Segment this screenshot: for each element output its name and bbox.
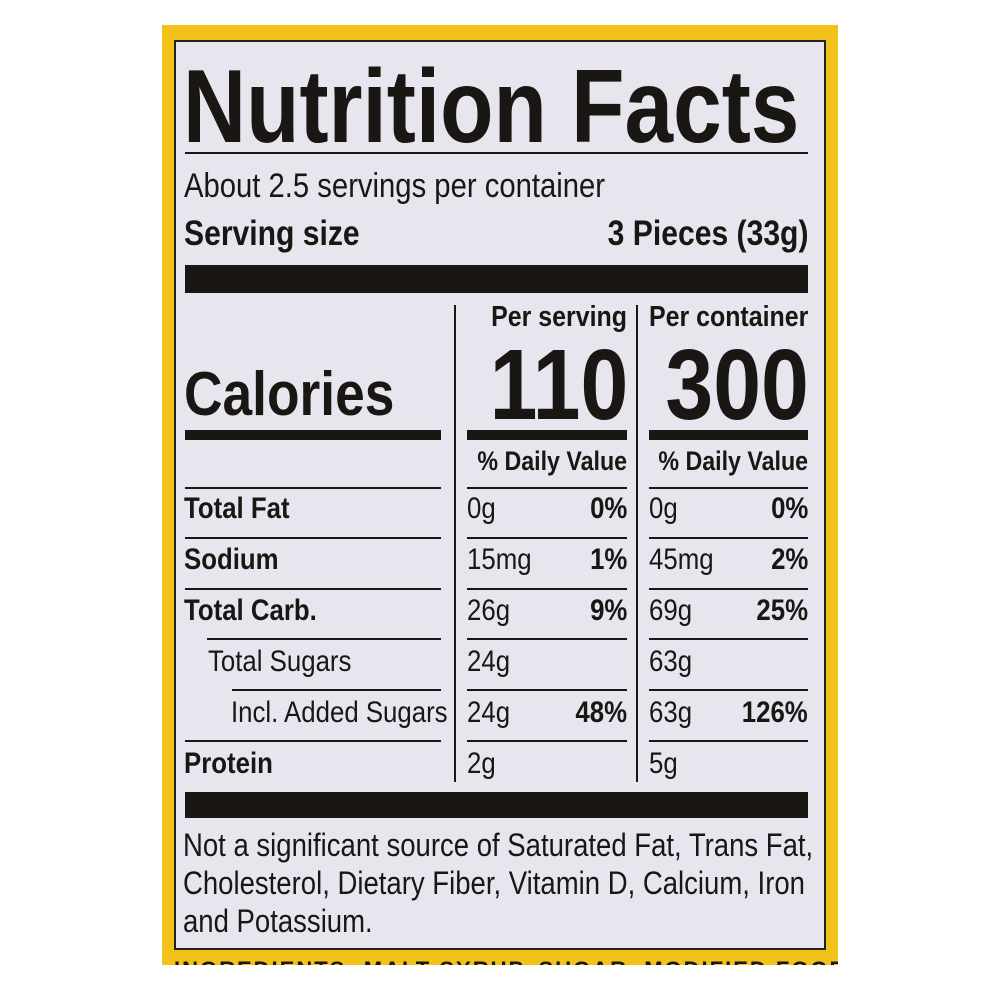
serving-amount: 15mg — [467, 543, 532, 576]
container-amount: 63g — [649, 645, 693, 678]
row-rule — [649, 740, 808, 742]
thick-bar — [185, 265, 808, 293]
serving-amount: 24g — [467, 645, 511, 678]
container-dv: 126% — [742, 696, 808, 729]
serving-dv: 48% — [575, 696, 627, 729]
row-rule — [467, 740, 627, 742]
calories-per-serving: 110 — [489, 329, 628, 441]
row-rule — [649, 588, 808, 590]
serving-amount: 24g — [467, 696, 511, 729]
row-rule — [649, 487, 808, 489]
container-dv: 2% — [770, 543, 808, 576]
footnote-line: Not a significant source of Saturated Fa… — [183, 827, 814, 863]
serving-amount: 2g — [467, 747, 496, 780]
serving-amount: 26g — [467, 594, 511, 627]
serving-dv: 1% — [589, 543, 627, 576]
row-rule — [185, 588, 441, 590]
serving-dv: 9% — [589, 594, 627, 627]
serving-amount: 0g — [467, 492, 496, 525]
nutrient-name: Total Sugars — [208, 645, 352, 678]
calories-rule — [467, 430, 627, 440]
per-serving-header: Per serving — [491, 301, 627, 333]
thick-bar — [185, 792, 808, 818]
column-divider — [636, 305, 638, 782]
calories-label: Calories — [184, 360, 395, 429]
nutrient-name: Total Fat — [184, 492, 290, 525]
container-amount: 0g — [649, 492, 678, 525]
servings-per-container: About 2.5 servings per container — [184, 167, 605, 205]
column-divider — [454, 305, 456, 782]
serving-dv: 0% — [589, 492, 627, 525]
row-rule — [467, 487, 627, 489]
dv-header-container: % Daily Value — [658, 446, 808, 476]
dv-header-serving: % Daily Value — [477, 446, 627, 476]
row-rule — [467, 537, 627, 539]
row-rule — [649, 689, 808, 691]
container-dv: 0% — [770, 492, 808, 525]
container-dv: 25% — [756, 594, 808, 627]
row-rule — [467, 588, 627, 590]
row-rule — [232, 689, 441, 691]
serving-size-label: Serving size — [184, 214, 360, 253]
container-amount: 5g — [649, 747, 678, 780]
footnote-line: Cholesterol, Dietary Fiber, Vitamin D, C… — [183, 865, 805, 901]
row-rule — [185, 537, 441, 539]
title: Nutrition Facts — [183, 49, 800, 165]
container-amount: 69g — [649, 594, 693, 627]
row-rule — [185, 487, 441, 489]
row-rule — [207, 638, 441, 640]
row-rule — [467, 638, 627, 640]
nutrient-name: Sodium — [184, 543, 279, 576]
calories-per-container: 300 — [665, 329, 809, 441]
ingredients-text: INGREDIENTS: MALT SYRUP, SUGAR, MODIFIED… — [174, 957, 838, 965]
divider — [185, 152, 808, 154]
row-rule — [649, 537, 808, 539]
row-rule — [467, 689, 627, 691]
nutrient-name: Incl. Added Sugars — [231, 696, 448, 729]
nutrient-name: Total Carb. — [184, 594, 317, 627]
per-container-header: Per container — [648, 301, 808, 333]
row-rule — [649, 638, 808, 640]
calories-rule — [185, 430, 441, 440]
serving-size-value: 3 Pieces (33g) — [607, 214, 808, 253]
footnote-line: and Potassium. — [183, 903, 373, 939]
container-amount: 63g — [649, 696, 693, 729]
calories-rule — [649, 430, 808, 440]
row-rule — [185, 740, 441, 742]
nutrient-name: Protein — [184, 747, 273, 780]
container-amount: 45mg — [649, 543, 714, 576]
